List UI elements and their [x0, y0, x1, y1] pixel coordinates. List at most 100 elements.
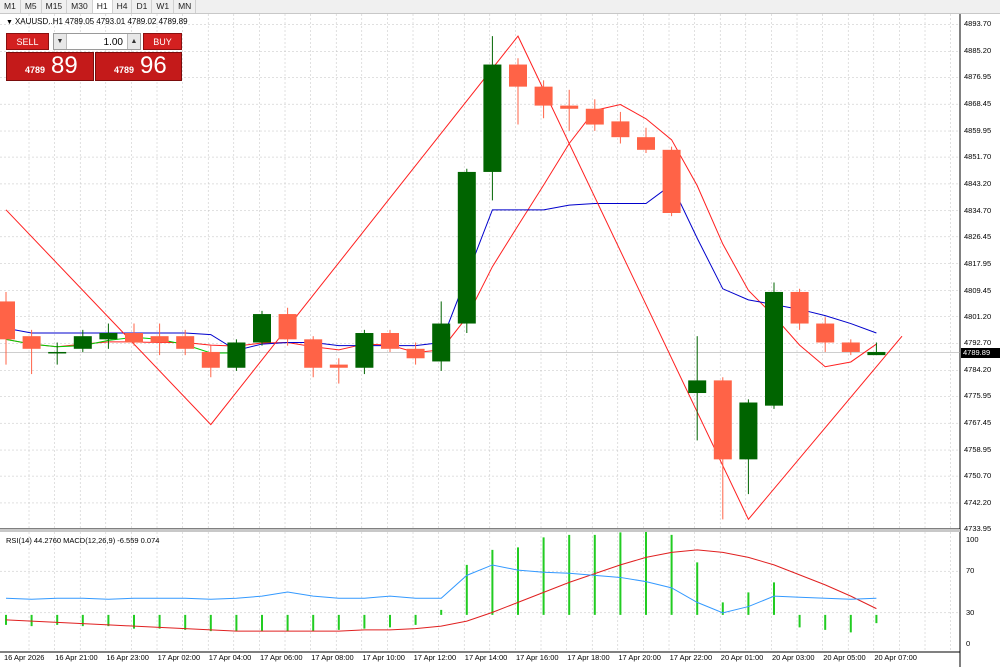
- price-tick-label: 4834.70: [964, 205, 992, 215]
- time-tick-label: 20 Apr 01:00: [720, 653, 764, 662]
- time-tick-label: 17 Apr 18:00: [567, 653, 610, 662]
- candle-body: [99, 333, 118, 340]
- candle-body: [713, 380, 732, 460]
- zigzag-line: [5, 35, 903, 521]
- candle-body: [585, 108, 604, 125]
- fast-line-green: [5, 336, 237, 354]
- chevron-up-icon[interactable]: ▲: [127, 34, 140, 49]
- indicator-tick-label: 0: [966, 639, 971, 648]
- price-tick-label: 4784.20: [964, 365, 992, 375]
- time-tick-label: 17 Apr 10:00: [362, 653, 405, 662]
- price-tick-label: 4859.95: [964, 126, 992, 136]
- price-tick-label: 4775.95: [964, 391, 992, 401]
- sell-button[interactable]: SELL: [6, 33, 49, 50]
- price-tick-label: 4826.45: [964, 231, 992, 241]
- candle-body: [278, 314, 297, 340]
- candle-body: [611, 121, 630, 138]
- candle-body: [509, 64, 527, 87]
- candle-body: [406, 348, 425, 359]
- indicator-label: RSI(14) 44.2760 MACD(12,26,9) -6.559 0.0…: [6, 536, 160, 545]
- candle-body: [739, 402, 758, 460]
- candle-body: [816, 323, 835, 343]
- candle-body: [841, 342, 860, 352]
- indicator-tick-label: 30: [966, 607, 975, 617]
- price-tick-label: 4733.95: [964, 524, 992, 533]
- sell-price-prefix: 4789: [25, 65, 46, 75]
- time-tick-label: 17 Apr 08:00: [311, 653, 354, 662]
- price-tick-label: 4758.95: [964, 445, 992, 455]
- triangle-icon: ▼: [6, 19, 13, 26]
- candle-body: [329, 364, 348, 368]
- candle-body: [381, 333, 399, 349]
- timeframe-toolbar: M1 M5 M15 M30 H1 H4 D1 W1 MN: [0, 0, 1000, 14]
- price-tick-label: 4893.70: [964, 19, 992, 29]
- timeframe-button-m30[interactable]: M30: [67, 0, 93, 13]
- candle-body: [176, 336, 195, 349]
- timeframe-button-m5[interactable]: M5: [21, 0, 42, 13]
- candle-body: [48, 351, 67, 354]
- time-tick-label: 17 Apr 04:00: [208, 653, 252, 662]
- time-tick-label: 20 Apr 03:00: [772, 653, 815, 662]
- candle-body: [0, 301, 15, 340]
- time-tick-label: 17 Apr 14:00: [464, 653, 508, 662]
- timeframe-button-mn[interactable]: MN: [174, 0, 197, 13]
- price-tick-label: 4809.45: [964, 285, 992, 295]
- indicator-separator[interactable]: [0, 529, 960, 532]
- symbol-ohlc-text: XAUUSD..H1 4789.05 4793.01 4789.02 4789.…: [14, 17, 188, 26]
- time-tick-label: 17 Apr 16:00: [516, 653, 559, 662]
- price-tick-label: 4817.95: [964, 258, 992, 268]
- price-tick-label: 4843.20: [964, 178, 992, 188]
- candle-body: [125, 333, 143, 343]
- candle-body: [432, 323, 451, 362]
- indicator-tick-label: 70: [966, 566, 975, 576]
- current-price-label: 4789.89: [961, 348, 1000, 358]
- candle-body: [534, 86, 553, 106]
- price-tick-label: 4767.45: [964, 418, 992, 428]
- timeframe-button-h4[interactable]: H4: [113, 0, 133, 13]
- timeframe-button-w1[interactable]: W1: [152, 0, 175, 13]
- chevron-down-icon[interactable]: ▼: [54, 34, 67, 49]
- time-tick-label: 16 Apr 23:00: [106, 653, 149, 662]
- price-tick-label: 4750.70: [964, 471, 992, 481]
- price-tick-label: 4876.95: [964, 72, 992, 82]
- time-tick-label: 17 Apr 12:00: [413, 653, 457, 662]
- one-click-trading-panel: SELL ▼ ▲ BUY 4789 89 4789 96: [6, 33, 182, 81]
- candle-body: [867, 351, 886, 356]
- time-tick-label: 16 Apr 21:00: [55, 653, 98, 662]
- timeframe-button-d1[interactable]: D1: [132, 0, 153, 13]
- candle-body: [457, 171, 476, 324]
- price-tick-label: 4885.20: [964, 46, 992, 56]
- time-tick-label: 17 Apr 22:00: [669, 653, 713, 662]
- time-tick-label: 16 Apr 2026: [4, 653, 45, 662]
- symbol-info: ▼ XAUUSD..H1 4789.05 4793.01 4789.02 4789…: [6, 17, 188, 26]
- trade-panel-top: SELL ▼ ▲ BUY: [6, 33, 182, 51]
- time-tick-label: 17 Apr 20:00: [618, 653, 661, 662]
- buy-price-quote[interactable]: 4789 96: [95, 52, 182, 81]
- candle-body: [201, 351, 220, 368]
- timeframe-button-m15[interactable]: M15: [42, 0, 68, 13]
- time-tick-label: 17 Apr 06:00: [260, 653, 303, 662]
- price-tick-label: 4801.20: [964, 311, 992, 321]
- time-tick-label: 17 Apr 02:00: [157, 653, 201, 662]
- candle-body: [483, 64, 502, 172]
- buy-button[interactable]: BUY: [143, 33, 182, 50]
- indicator-tick-label: 100: [966, 535, 979, 544]
- price-tick-label: 4742.20: [964, 497, 992, 507]
- candle-body: [304, 339, 323, 368]
- candle-body: [688, 380, 707, 394]
- candle-body: [150, 336, 169, 343]
- timeframe-button-m1[interactable]: M1: [0, 0, 21, 13]
- price-tick-label: 4868.45: [964, 99, 992, 109]
- time-axis: 16 Apr 2026 16 Apr 21:00 16 Apr 23:00 17 Ap…: [0, 652, 960, 667]
- lot-size-input[interactable]: [68, 34, 126, 51]
- lot-size-stepper[interactable]: ▼ ▲: [53, 33, 141, 51]
- time-tick-label: 20 Apr 07:00: [874, 653, 917, 662]
- candle-body: [355, 333, 374, 368]
- rsi-line: [5, 564, 877, 614]
- sell-price-quote[interactable]: 4789 89: [6, 52, 94, 81]
- candle-body: [637, 137, 655, 150]
- candle-body: [560, 105, 579, 109]
- candle-body: [253, 314, 271, 343]
- timeframe-button-h1[interactable]: H1: [92, 0, 113, 13]
